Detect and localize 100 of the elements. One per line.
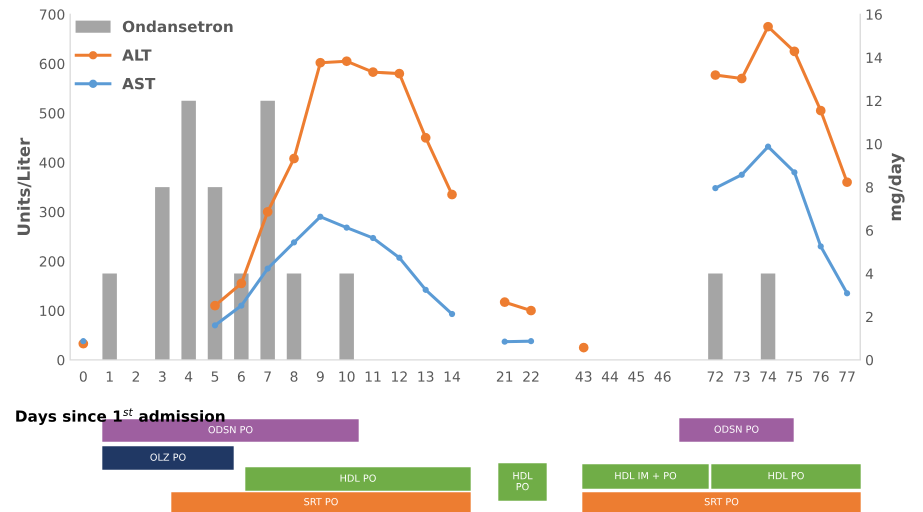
y-axis-title: Units/Liter <box>17 138 32 236</box>
x-tick-label: 11 <box>366 371 381 382</box>
bar <box>708 274 723 360</box>
y2-tick-label: 14 <box>866 52 882 63</box>
x-tick-label: 22 <box>523 371 538 382</box>
point <box>317 214 324 220</box>
point <box>344 224 350 231</box>
x-tick-label: 2 <box>132 371 140 382</box>
bar <box>181 100 196 360</box>
point <box>790 46 800 56</box>
x-tick-label: 3 <box>158 371 166 382</box>
point <box>791 169 798 176</box>
point <box>289 154 299 164</box>
x-tick-label: 21 <box>496 371 512 382</box>
text: HDL PO <box>513 472 533 490</box>
point <box>842 177 852 188</box>
point <box>210 300 220 310</box>
y-tick-label: 100 <box>40 306 64 316</box>
x-tick-label: 44 <box>602 371 618 382</box>
text: ODSN PO <box>208 426 253 434</box>
text: OLZ PO <box>150 453 186 461</box>
x-tick-label: 13 <box>418 371 434 382</box>
point <box>816 106 826 116</box>
x-tick-label: 73 <box>734 371 750 382</box>
point <box>394 68 404 78</box>
x-tick-label: 72 <box>708 371 723 382</box>
x-tick-label: 10 <box>339 371 355 382</box>
point <box>264 265 271 272</box>
point <box>844 290 850 296</box>
point <box>342 56 352 66</box>
point <box>526 306 536 316</box>
x-tick-label: 77 <box>839 371 855 382</box>
x-tick-label: 0 <box>80 371 87 382</box>
y2-axis-title: mg/day <box>888 152 905 220</box>
y-tick-label: 300 <box>40 206 64 218</box>
x-tick-label: 5 <box>212 371 218 382</box>
x-tick-label: 12 <box>392 371 407 382</box>
point <box>315 58 326 68</box>
x-axis-title: Days since 1$^{st}$ admission <box>16 408 224 425</box>
point <box>422 286 429 293</box>
bar <box>260 100 275 360</box>
x-tick-label: 7 <box>264 371 271 382</box>
point <box>420 132 431 143</box>
bar <box>286 274 302 360</box>
x-tick-label: 14 <box>444 371 460 382</box>
y2-tick-label: 16 <box>866 9 882 20</box>
point <box>736 74 747 84</box>
y2-tick-label: 4 <box>866 268 874 279</box>
point <box>290 239 298 246</box>
point <box>447 190 457 200</box>
bar <box>339 274 354 360</box>
x-tick-label: 9 <box>316 371 324 382</box>
x-tick-label: 45 <box>628 371 644 382</box>
point <box>500 297 510 308</box>
bar <box>208 187 222 360</box>
bar <box>102 274 117 360</box>
y-tick-label: 400 <box>39 157 64 168</box>
y2-tick-label: 12 <box>866 96 882 106</box>
legend-label: ALT <box>122 49 152 61</box>
text: SRT PO <box>304 498 338 506</box>
y-tick-label: 600 <box>40 58 64 70</box>
x-tick-label: 4 <box>184 371 192 382</box>
point <box>368 67 378 77</box>
text: HDL IM + PO <box>615 472 676 480</box>
y2-tick-label: 0 <box>866 354 874 366</box>
bar <box>760 274 776 360</box>
y2-tick-label: 10 <box>866 138 882 150</box>
y2-tick-label: 8 <box>866 182 873 193</box>
point <box>212 322 218 328</box>
point <box>396 254 402 261</box>
y-tick-label: 500 <box>40 108 64 119</box>
point <box>262 206 273 217</box>
y-tick-label: 0 <box>57 354 64 366</box>
point <box>764 144 772 150</box>
y2-tick-label: 6 <box>866 225 874 236</box>
bar <box>155 187 170 360</box>
y-tick-label: 200 <box>40 256 64 267</box>
text: SRT PO <box>704 498 738 506</box>
x-tick-label: 76 <box>813 371 829 382</box>
text: HDL PO <box>340 474 376 482</box>
x-tick-label: 75 <box>786 371 802 382</box>
text: HDL PO <box>768 472 804 480</box>
x-tick-label: 1 <box>106 371 113 382</box>
point <box>712 185 719 192</box>
x-tick-label: 46 <box>654 371 671 382</box>
point <box>448 310 456 318</box>
point <box>502 338 508 345</box>
point <box>370 234 376 242</box>
point <box>738 172 745 178</box>
x-tick-label: 8 <box>290 371 298 382</box>
legend-label: AST <box>122 78 156 90</box>
x-tick-label: 43 <box>576 371 592 382</box>
point <box>818 243 824 250</box>
point <box>238 302 244 309</box>
y2-tick-label: 2 <box>866 312 873 322</box>
point <box>236 278 246 288</box>
point <box>528 338 534 344</box>
point <box>578 342 589 352</box>
text: ODSN PO <box>714 425 759 433</box>
y-tick-label: 700 <box>40 9 64 20</box>
